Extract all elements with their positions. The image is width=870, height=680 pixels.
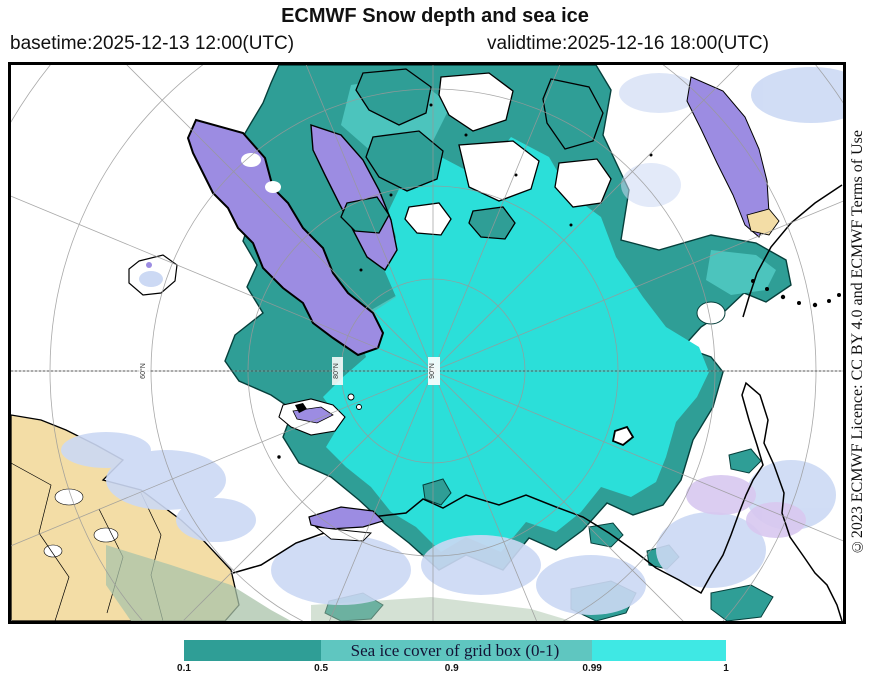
ice-opening <box>696 301 726 325</box>
colorbar-segment-low <box>184 640 322 661</box>
lat-label-60n: 60°N <box>139 363 147 379</box>
island-jan-mayen <box>295 403 307 413</box>
land-novaya-zemlya-south <box>314 526 372 542</box>
coastline-siberia <box>232 381 843 621</box>
island-specks <box>277 103 653 459</box>
colorbar-ticks: 0.1 0.5 0.9 0.99 1 <box>177 663 729 677</box>
land-green-tint <box>106 545 291 621</box>
sea-ice-colorbar <box>184 640 726 661</box>
validtime-label: validtime:2025-12-16 18:00(UTC) <box>487 33 769 54</box>
aleutian-islands <box>751 279 841 308</box>
europe-lakes <box>43 488 119 558</box>
deep-snow-lavender-patches <box>686 475 806 538</box>
sea-ice-mid-patch <box>706 250 776 295</box>
colorbar-segment-high <box>592 640 726 661</box>
lat-label-90n: 90°N <box>428 363 436 379</box>
land-green-tint <box>311 597 571 621</box>
land-canadian-archipelago <box>340 68 612 240</box>
arctic-map: 60°N 80°N 90°N <box>8 62 846 624</box>
colorbar-title: Sea ice cover of grid box (0-1) <box>350 641 560 660</box>
colorbar-tick: 1 <box>723 663 729 674</box>
land-greenland <box>186 118 385 357</box>
land-iceland <box>128 254 178 296</box>
sea-ice-high-concentration <box>323 137 709 552</box>
basetime-label: basetime:2025-12-13 12:00(UTC) <box>10 33 295 54</box>
land-novaya-zemlya <box>308 506 385 530</box>
latitude-labels: 60°N 80°N 90°N <box>139 357 440 385</box>
page-title: ECMWF Snow depth and sea ice <box>281 5 589 27</box>
colorbar-tick: 0.1 <box>177 663 191 674</box>
island-wrangel <box>611 425 635 447</box>
copyright-notice: ©2023 ECMWF Licence: CC BY 4.0 and ECMWF… <box>849 130 866 556</box>
land-alaska <box>686 76 843 318</box>
colorbar-segment-mid <box>321 640 593 661</box>
lat-label-80n: 80°N <box>332 363 340 379</box>
colorbar-tick: 0.5 <box>314 663 329 674</box>
colorbar-tick: 0.99 <box>582 663 602 674</box>
colorbar-tick: 0.9 <box>444 663 459 674</box>
map-canvas: 60°N 80°N 90°N <box>11 65 843 621</box>
greenland-coastal-snowfree <box>241 153 281 193</box>
land-ellesmere <box>310 124 398 272</box>
